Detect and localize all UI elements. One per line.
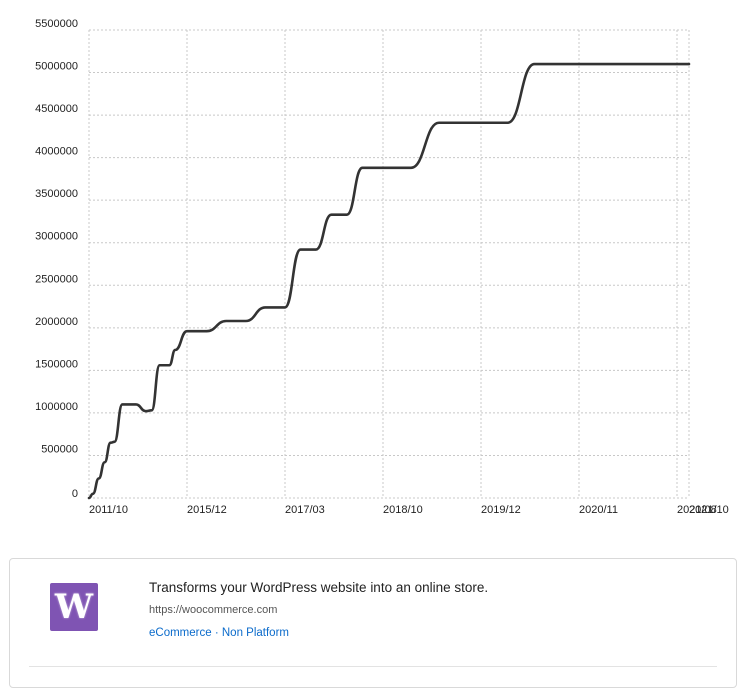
- y-tick-label: 1500000: [35, 358, 78, 370]
- y-tick-label: 4500000: [35, 103, 78, 115]
- line-chart: 0 500000 1000000 1500000 2000000 2500000 30000…: [35, 18, 729, 516]
- y-tick-label: 5500000: [35, 18, 78, 30]
- y-tick-label: 4000000: [35, 146, 78, 158]
- chart-grid: [88, 29, 690, 499]
- x-axis-ticks: 2011/10 2015/12 2017/03 2018/10 2019/12 2020/…: [89, 504, 729, 516]
- x-tick-label: 2018/10: [383, 504, 423, 516]
- x-tick-label: 2015/12: [187, 504, 227, 516]
- product-tags: eCommerce · Non Platform: [149, 627, 289, 639]
- y-tick-label: 2500000: [35, 273, 78, 285]
- x-tick-label: 2011/10: [89, 504, 128, 516]
- y-tick-label: 500000: [41, 443, 78, 455]
- y-axis-ticks: 0 500000 1000000 1500000 2000000 2500000 30000…: [35, 18, 78, 500]
- y-tick-label: 2000000: [35, 316, 78, 328]
- y-tick-label: 3000000: [35, 231, 78, 243]
- y-tick-label: 3500000: [35, 188, 78, 200]
- y-tick-label: 1000000: [35, 401, 78, 413]
- x-tick-label: 2021/08: [677, 504, 717, 516]
- x-tick-label: 2020/11: [579, 504, 618, 516]
- woocommerce-logo: W: [50, 583, 98, 631]
- y-tick-label: 5000000: [35, 61, 78, 73]
- product-url: https://woocommerce.com: [149, 604, 278, 616]
- divider: [29, 666, 717, 667]
- x-tick-label: 2017/03: [285, 504, 325, 516]
- product-description: Transforms your WordPress website into a…: [149, 580, 489, 595]
- tag-ecommerce[interactable]: eCommerce: [149, 627, 212, 639]
- series-line: [87, 62, 691, 500]
- x-tick-label: 2019/12: [481, 504, 521, 516]
- x-tick-label: 2021/10: [689, 504, 729, 516]
- tag-non-platform[interactable]: Non Platform: [221, 627, 289, 639]
- logo-letter: W: [54, 587, 94, 627]
- y-tick-label: 0: [72, 488, 78, 500]
- tag-separator: ·: [211, 627, 222, 639]
- product-card: W Transforms your WordPress website into…: [9, 558, 737, 688]
